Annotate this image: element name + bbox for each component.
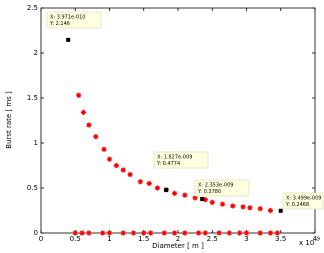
data-point	[202, 197, 208, 203]
datatip-marker	[164, 188, 169, 193]
data-point	[80, 109, 87, 115]
data-point	[79, 230, 85, 236]
data-point	[209, 199, 215, 205]
data-point	[93, 134, 99, 140]
data-point	[76, 92, 82, 98]
data-point	[237, 230, 243, 236]
y-tick-label: 2.5	[27, 4, 38, 12]
y-axis-label: Burst rate [ ms ]	[5, 91, 13, 149]
y-tick-label: 1	[34, 139, 38, 147]
data-point	[146, 180, 152, 187]
datatip-y: Y: 2.146	[49, 21, 70, 27]
data-point	[257, 206, 263, 212]
data-point	[106, 230, 113, 236]
data-point	[127, 171, 133, 178]
data-point	[113, 162, 119, 169]
y-tick-label: 2	[34, 49, 38, 57]
datatip-x: X: 3.971e-010	[50, 15, 85, 21]
datatip-y: Y: 0.4774	[156, 161, 180, 167]
plot-area	[40, 7, 316, 234]
x-tick-label: 2.5	[207, 235, 218, 243]
data-point	[274, 230, 280, 236]
data-point	[86, 230, 92, 236]
data-point	[240, 204, 246, 210]
data-point	[171, 230, 178, 236]
data-point	[267, 207, 274, 214]
datatip-x: X: 1.827e-009	[157, 155, 192, 161]
y-tick-label: 1.5	[27, 94, 38, 102]
data-point	[182, 230, 188, 236]
data-point	[120, 230, 126, 236]
datatip-y: Y: 0.2468	[285, 202, 309, 208]
y-tick-label: 0.5	[27, 184, 38, 192]
data-point	[120, 167, 126, 173]
data-point	[267, 230, 274, 236]
datatip-x: X: 2.353e-009	[198, 183, 233, 189]
datatip-marker	[278, 208, 283, 213]
data-point	[141, 230, 147, 236]
x-tick-label: 1	[107, 235, 111, 243]
datatip-marker	[66, 37, 71, 42]
data-point	[154, 185, 161, 191]
x-tick-label: 3	[244, 235, 248, 243]
data-point	[137, 179, 143, 185]
data-point	[161, 230, 167, 236]
datatip-box	[153, 151, 209, 169]
x-tick-label: 0	[39, 235, 43, 243]
y-tick-label: 0	[34, 229, 38, 237]
datatip-y: Y: 0.3780	[197, 189, 221, 195]
data-point	[148, 230, 154, 236]
datatip-box	[282, 192, 324, 210]
data-point	[247, 205, 253, 211]
datatip-marker	[200, 196, 205, 201]
x-axis-label: Diameter [ m ]	[152, 242, 204, 250]
datatip-x: X: 3.499e-009	[286, 196, 321, 202]
data-point	[219, 201, 226, 207]
datatip-box	[46, 11, 102, 29]
data-point	[230, 203, 236, 209]
x-exponent-base: x 10	[299, 239, 314, 247]
data-point	[257, 230, 263, 236]
data-point	[101, 146, 107, 152]
data-point	[106, 156, 113, 162]
data-point	[86, 122, 92, 128]
data-point	[202, 230, 208, 236]
x-tick-label: 2	[176, 235, 180, 243]
data-point	[182, 192, 188, 198]
x-tick-label: 4	[313, 235, 318, 243]
x-tick-label: 3.5	[275, 235, 286, 243]
data-point	[171, 190, 178, 196]
data-point	[72, 230, 78, 236]
data-point	[192, 195, 198, 201]
data-point	[195, 230, 202, 236]
x-exponent: -9	[315, 237, 320, 243]
x-tick-label: 0.5	[70, 235, 81, 243]
datatip-box	[194, 179, 250, 197]
data-point	[100, 230, 106, 236]
data-point	[216, 230, 222, 236]
data-point	[130, 230, 137, 236]
data-point	[226, 230, 232, 236]
x-tick-label: 1.5	[138, 235, 149, 243]
data-point	[243, 230, 250, 236]
